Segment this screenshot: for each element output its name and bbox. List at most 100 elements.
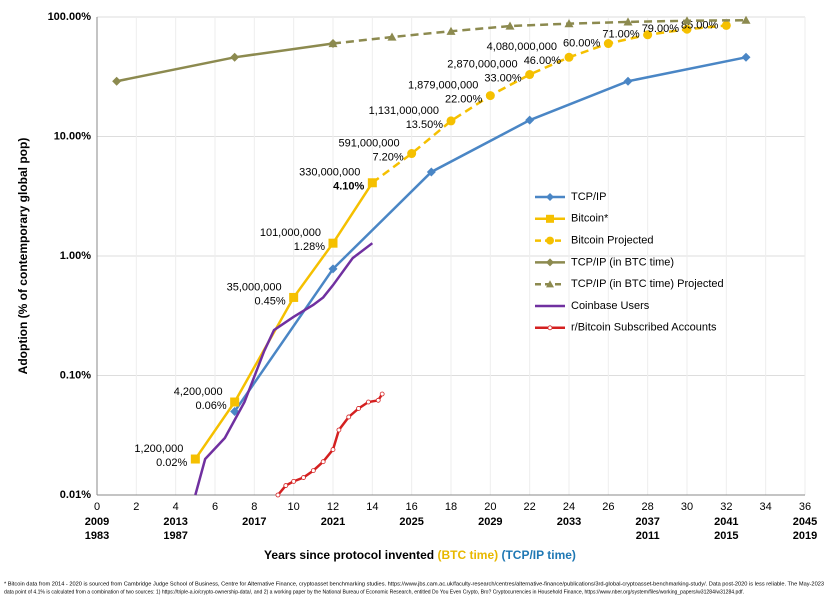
btc-year-label: 2025	[399, 516, 423, 528]
btc-year-label: 2009	[85, 516, 109, 528]
value-label: 4.10%	[333, 181, 364, 193]
marker	[356, 406, 361, 411]
x-tick-label: 2	[133, 501, 139, 513]
btc-year-label: 2045	[793, 516, 817, 528]
marker	[525, 70, 535, 80]
btc-year-label: 2013	[163, 516, 187, 528]
btc-year-label: 2017	[242, 516, 266, 528]
y-tick-label: 100.00%	[48, 11, 92, 23]
marker	[721, 20, 731, 30]
marker	[564, 19, 574, 28]
legend-marker	[546, 193, 554, 201]
legend-marker	[546, 236, 554, 245]
marker	[275, 492, 281, 498]
legend-label: Bitcoin Projected	[571, 235, 654, 247]
x-title-btc: (BTC time)	[437, 548, 498, 562]
value-label: 71.00%	[602, 29, 640, 41]
series-line	[194, 182, 374, 460]
x-tick-label: 28	[642, 501, 654, 513]
x-tick-label: 36	[799, 501, 811, 513]
x-tick-label: 18	[445, 501, 457, 513]
x-tick-label: 24	[563, 501, 575, 513]
value-label: 0.02%	[156, 457, 187, 469]
marker	[310, 468, 316, 474]
value-label: 22.00%	[445, 93, 483, 105]
value-label: 60.00%	[563, 37, 601, 49]
legend-label: TCP/IP (in BTC time) Projected	[571, 278, 724, 290]
population-label: 1,131,000,000	[369, 105, 439, 117]
legend-label: TCP/IP	[571, 191, 606, 203]
btc-year-label: 2041	[714, 516, 738, 528]
marker	[741, 52, 751, 62]
marker	[328, 39, 338, 48]
marker	[485, 91, 495, 101]
marker	[291, 478, 297, 484]
btc-year-label: 2021	[321, 516, 345, 528]
marker	[330, 447, 336, 452]
x-tick-label: 14	[366, 501, 378, 513]
x-tick-label: 16	[406, 501, 418, 513]
x-tick-label: 0	[94, 501, 100, 513]
marker	[379, 391, 385, 397]
tcp-year-label: 1987	[163, 530, 187, 542]
x-tick-label: 34	[760, 501, 772, 513]
y-tick-label: 0.01%	[60, 489, 91, 501]
marker	[623, 76, 633, 86]
value-label: 33.00%	[484, 72, 522, 84]
value-label: 7.20%	[372, 151, 403, 163]
marker	[375, 397, 381, 403]
marker	[289, 292, 299, 302]
footnote: data point of 4.1% is calculated from a …	[4, 589, 744, 595]
x-title-tcp: (TCP/IP time)	[501, 548, 575, 562]
series-line	[371, 24, 727, 184]
btc-year-label: 2029	[478, 516, 502, 528]
y-tick-label: 0.10%	[60, 369, 91, 381]
marker	[365, 399, 371, 405]
value-label: 1.28%	[294, 241, 325, 253]
marker	[190, 454, 200, 464]
x-axis-title: Years since protocol invented (BTC time)…	[264, 548, 576, 562]
series-line	[116, 42, 334, 83]
marker	[346, 414, 352, 420]
legend-marker	[546, 280, 554, 288]
btc-year-label: 2037	[635, 516, 659, 528]
population-label: 4,080,000,000	[487, 41, 557, 53]
legend-label: r/Bitcoin Subscribed Accounts	[571, 322, 717, 334]
marker	[407, 149, 417, 159]
marker	[505, 21, 515, 30]
x-tick-label: 32	[720, 501, 732, 513]
value-label: 79.00%	[642, 23, 680, 35]
x-tick-label: 30	[681, 501, 693, 513]
population-label: 2,870,000,000	[447, 58, 517, 70]
marker	[328, 238, 338, 248]
tcp-year-label: 2011	[636, 530, 660, 542]
legend-label: Bitcoin*	[571, 213, 609, 225]
x-tick-label: 22	[524, 501, 536, 513]
marker	[603, 39, 613, 49]
marker	[682, 24, 692, 34]
marker	[426, 167, 436, 177]
marker	[230, 52, 240, 62]
legend-marker	[546, 258, 554, 267]
y-tick-label: 10.00%	[54, 130, 92, 142]
series-line	[194, 242, 374, 496]
x-tick-label: 26	[602, 501, 614, 513]
marker	[643, 30, 653, 40]
marker	[301, 475, 306, 480]
x-tick-label: 6	[212, 501, 218, 513]
tcp-year-label: 2015	[714, 530, 738, 542]
legend-label: TCP/IP (in BTC time)	[571, 256, 674, 268]
marker	[623, 17, 633, 26]
value-label: 13.50%	[406, 119, 444, 131]
legend-label: Coinbase Users	[571, 300, 650, 312]
value-label: 85.00%	[681, 19, 719, 31]
marker	[112, 76, 122, 86]
marker	[328, 264, 338, 274]
marker	[446, 26, 456, 35]
marker	[525, 115, 535, 125]
x-tick-label: 10	[288, 501, 300, 513]
x-tick-label: 12	[327, 501, 339, 513]
legend-marker	[546, 214, 554, 223]
x-tick-label: 20	[484, 501, 496, 513]
x-tick-label: 4	[173, 501, 179, 513]
